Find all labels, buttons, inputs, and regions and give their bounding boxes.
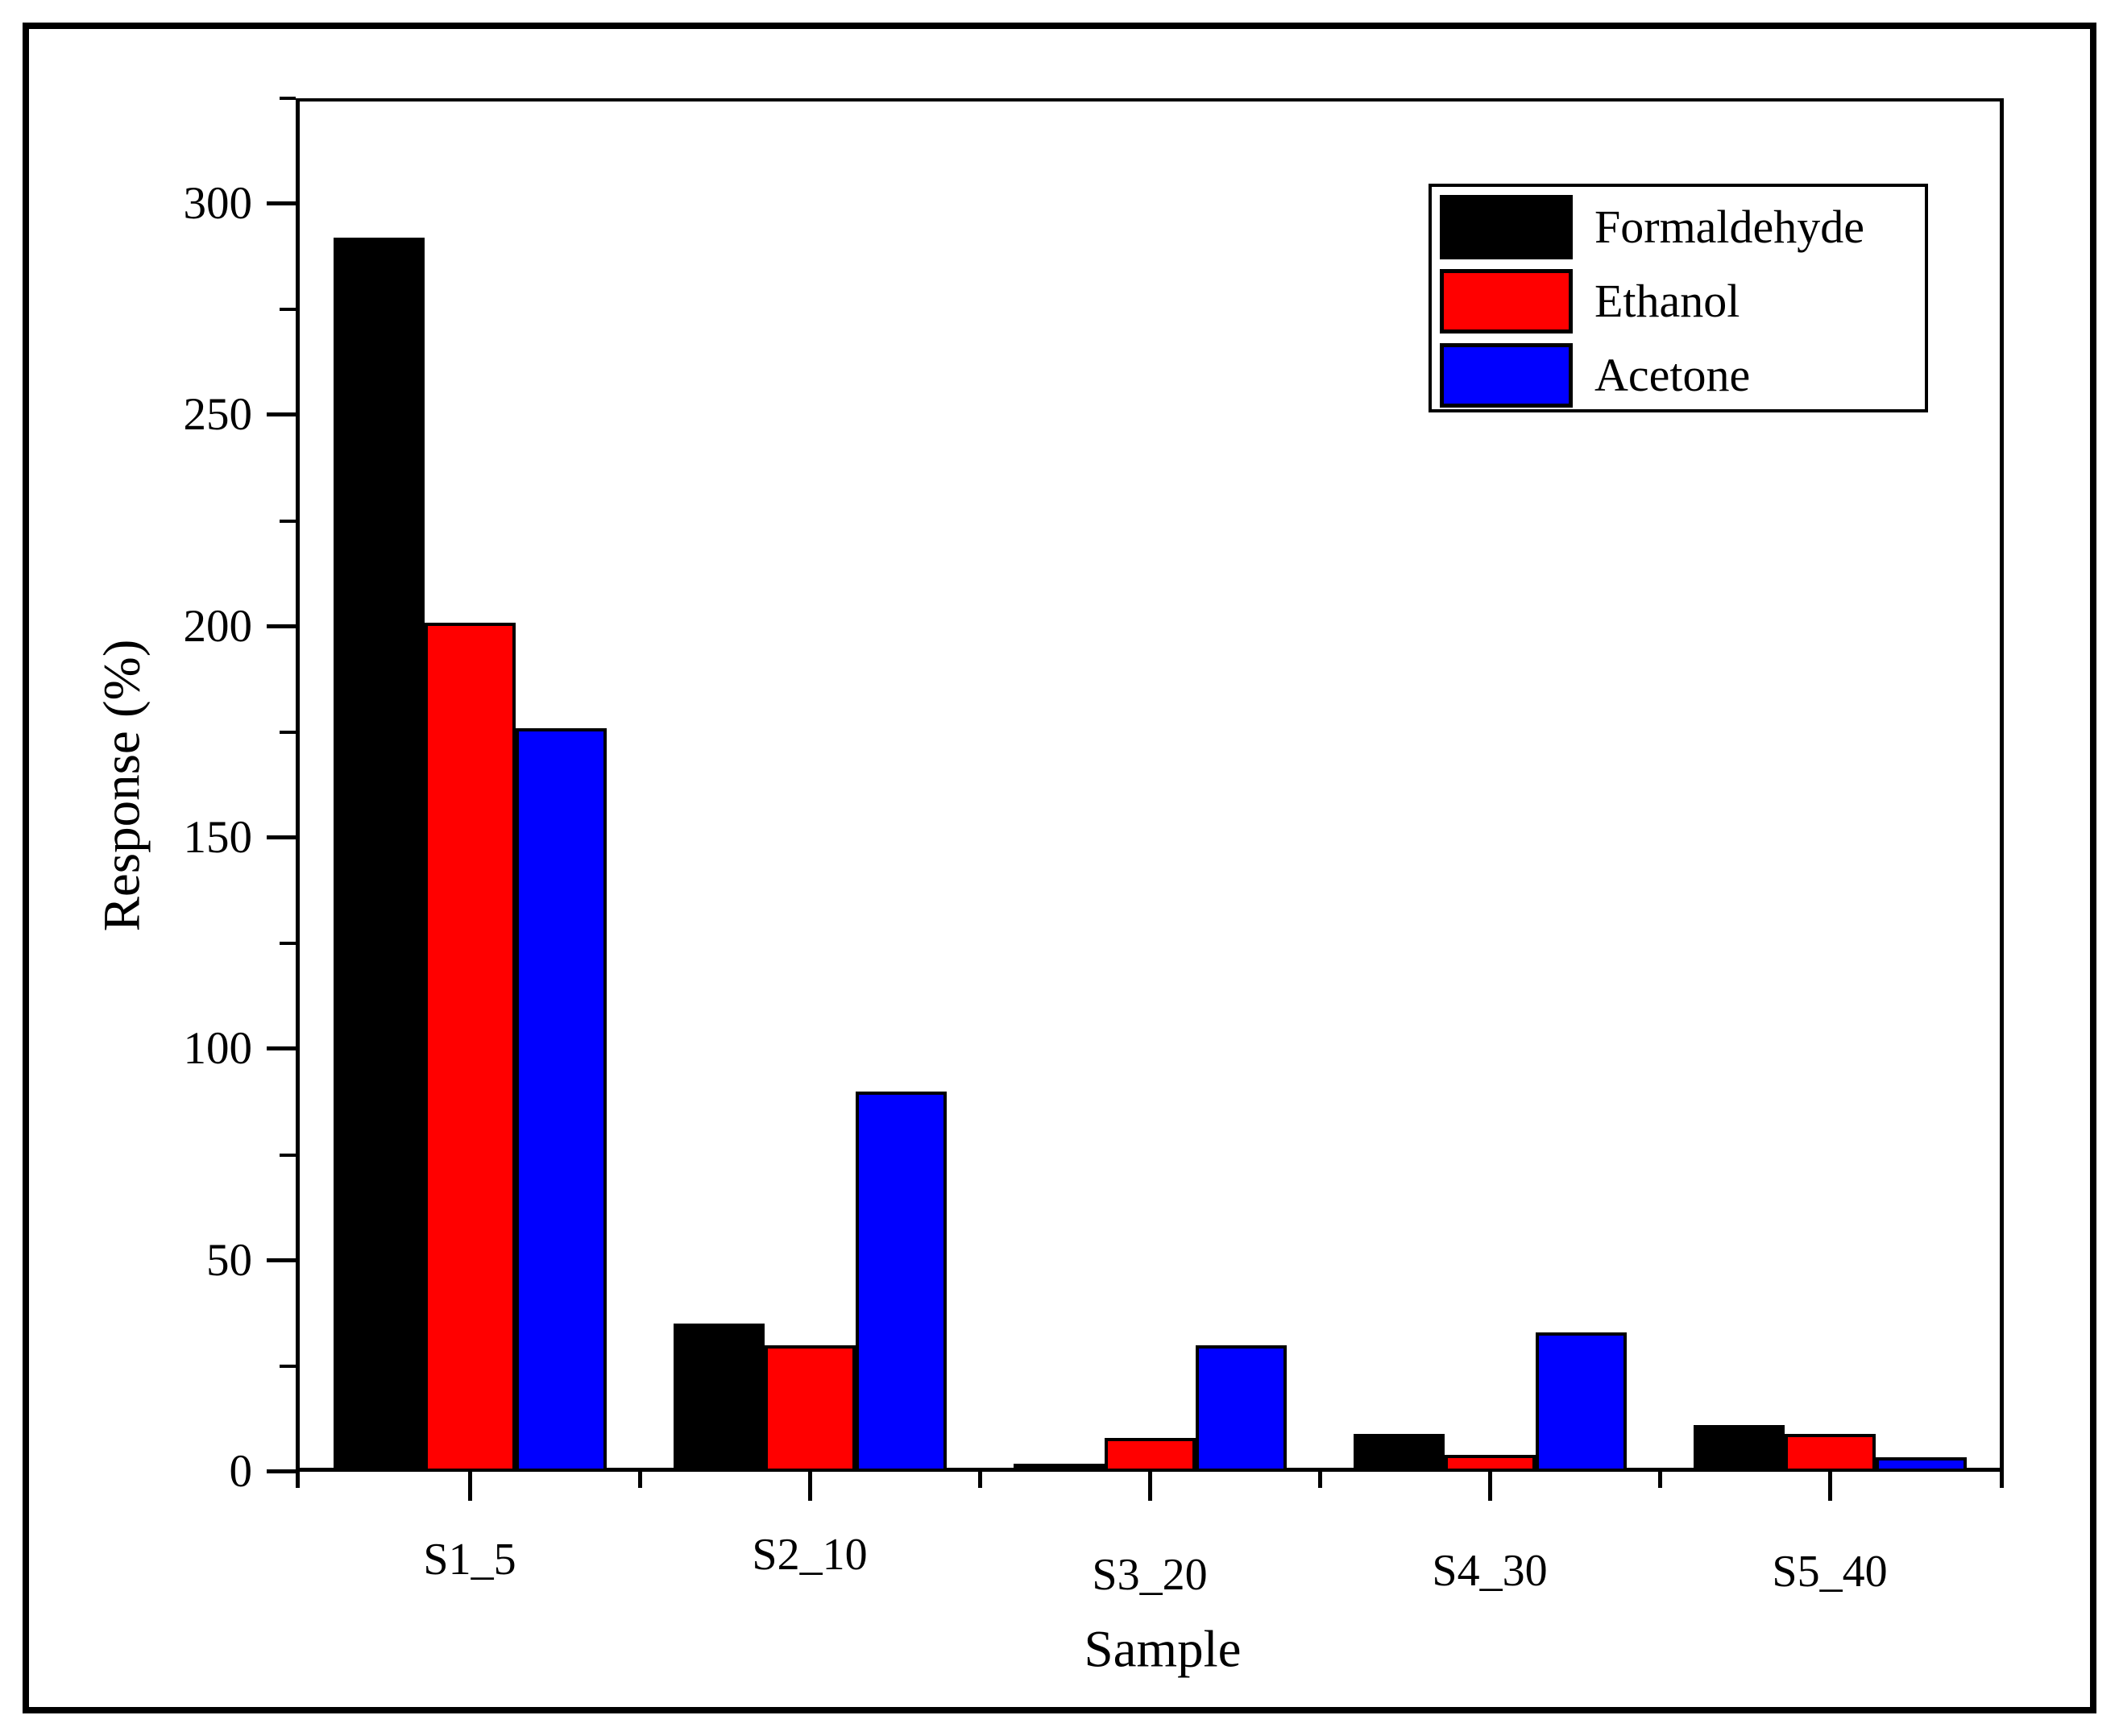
y-tick-label: 200 [183,601,253,652]
y-minor-tick [280,1365,296,1368]
x-minor-tick [1318,1472,1322,1488]
y-axis-title: Response (%) [93,639,151,932]
bar-formaldehyde-S2_10 [674,1324,765,1472]
y-major-tick [267,1046,296,1050]
y-axis-line [296,98,300,1488]
legend-label: Ethanol [1594,275,1740,327]
bar-ethanol-S1_5 [425,623,516,1472]
x-minor-tick [978,1472,982,1488]
x-major-tick [1828,1472,1832,1501]
bar-formaldehyde-S4_30 [1354,1434,1445,1472]
bar-acetone-S2_10 [856,1092,947,1472]
y-major-tick [267,1469,296,1473]
x-tick-label: S4_30 [1432,1546,1548,1596]
x-minor-tick [638,1472,642,1488]
x-axis-title: Sample [1084,1620,1242,1679]
x-tick-label: S3_20 [1092,1550,1208,1600]
x-tick-label: S1_5 [423,1535,516,1585]
legend-item: Formaldehyde [1440,195,1915,259]
y-tick-label: 0 [229,1446,253,1497]
bar-ethanol-S5_40 [1785,1434,1876,1472]
x-major-tick [468,1472,472,1501]
legend-swatch-ethanol [1440,269,1573,334]
bar-formaldehyde-S1_5 [334,238,425,1472]
y-tick-label: 100 [183,1023,253,1074]
y-major-tick [267,1258,296,1262]
legend-swatch-formaldehyde [1440,195,1573,259]
y-major-tick [267,624,296,628]
legend-label: Formaldehyde [1594,201,1865,253]
figure-border [23,23,2096,1713]
bar-ethanol-S4_30 [1445,1455,1536,1472]
y-minor-tick [280,1154,296,1157]
x-major-tick [1488,1472,1492,1501]
bar-ethanol-S2_10 [765,1345,856,1472]
legend-swatch-acetone [1440,343,1573,408]
y-minor-tick [280,731,296,734]
x-major-tick [808,1472,812,1501]
top-frame-line [296,98,2004,102]
y-major-tick [267,412,296,416]
y-minor-tick [280,308,296,311]
y-minor-tick [280,97,296,100]
legend-item: Acetone [1440,343,1915,408]
y-tick-label: 250 [183,389,253,440]
bar-acetone-S3_20 [1196,1345,1287,1472]
legend-label: Acetone [1594,349,1751,401]
x-tick-label: S2_10 [752,1530,868,1580]
y-major-tick [267,201,296,205]
y-tick-label: 50 [206,1235,252,1286]
right-frame-line [2000,98,2004,1488]
x-minor-tick [1658,1472,1662,1488]
bar-ethanol-S3_20 [1105,1438,1196,1472]
bar-formaldehyde-S3_20 [1014,1464,1105,1472]
y-minor-tick [280,942,296,945]
y-tick-label: 150 [183,812,253,863]
x-major-tick [1148,1472,1152,1501]
bar-acetone-S1_5 [516,728,607,1472]
x-tick-label: S5_40 [1772,1547,1888,1597]
y-major-tick [267,835,296,839]
legend-item: Ethanol [1440,269,1915,334]
bar-acetone-S4_30 [1536,1332,1627,1472]
y-tick-label: 300 [183,178,253,229]
bar-acetone-S5_40 [1876,1457,1967,1472]
bar-formaldehyde-S5_40 [1694,1425,1785,1472]
legend: Formaldehyde Ethanol Acetone [1429,184,1928,412]
y-minor-tick [280,520,296,523]
